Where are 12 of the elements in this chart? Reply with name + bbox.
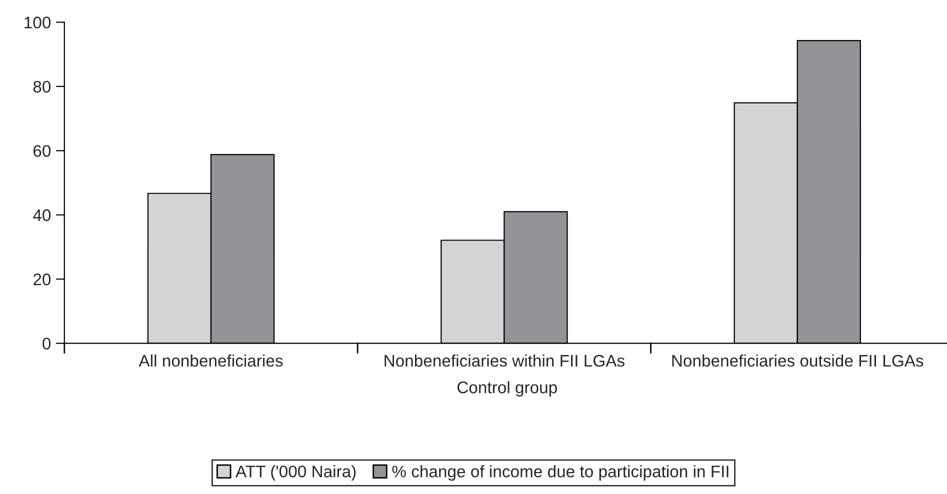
y-tick-label: 100 <box>24 16 51 28</box>
y-tick-label: 0 <box>42 338 51 350</box>
y-tick-label: 20 <box>34 274 51 286</box>
legend-label: % change of income due to participation in FII <box>392 465 728 481</box>
y-tick-label: 40 <box>33 209 51 222</box>
x-axis-title: Control group <box>457 381 557 397</box>
y-tick-label: 80 <box>33 80 51 93</box>
x-tick-label: All nonbeneficiaries <box>138 354 283 367</box>
x-tick-label: Nonbeneficiaries within FII LGAs <box>384 354 624 367</box>
y-tick-label: 60 <box>34 145 51 157</box>
legend-label: ATT ('000 Naira) <box>236 465 356 481</box>
x-tick-label: Nonbeneficiaries outside FII LGAs <box>672 354 924 367</box>
